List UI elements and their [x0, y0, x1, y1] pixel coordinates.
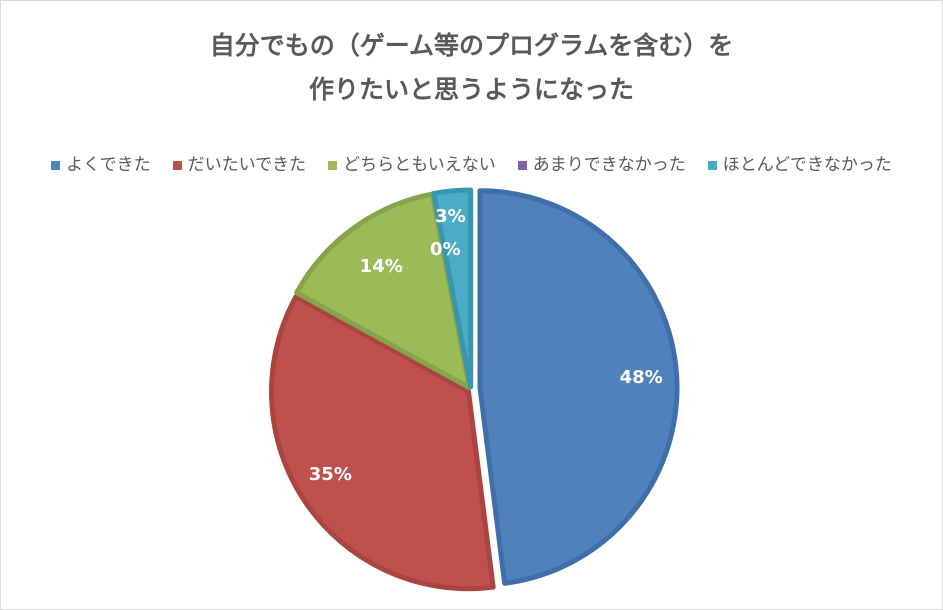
chart-legend: よくできた だいたいできた どちらともいえない あまりできなかった ほとんどでき…	[0, 154, 943, 176]
pie-data-label-4: 3%	[435, 206, 466, 227]
pie-data-label-3: 0%	[430, 239, 461, 260]
legend-item-3: あまりできなかった	[517, 154, 686, 176]
legend-swatch-2	[328, 160, 338, 170]
legend-label-2: どちらともいえない	[343, 155, 496, 175]
legend-label-0: よくできた	[66, 155, 151, 175]
legend-swatch-1	[172, 160, 182, 170]
chart-title-line-1: 自分でもの（ゲーム等のプログラムを含む）を	[209, 31, 734, 60]
legend-label-1: だいたいできた	[187, 155, 307, 175]
pie-slice-2	[294, 191, 472, 391]
legend-swatch-3	[517, 160, 527, 170]
pie-slice-1	[269, 294, 496, 592]
legend-swatch-4	[707, 160, 717, 170]
pie-data-label-0: 48%	[620, 367, 663, 388]
legend-label-4: ほとんどできなかった	[722, 155, 892, 175]
legend-item-0: よくできた	[51, 154, 151, 176]
pie-slice-4	[431, 187, 474, 390]
pie-slices	[269, 187, 680, 592]
legend-item-1: だいたいできた	[172, 154, 307, 176]
pie-data-label-2: 14%	[360, 256, 403, 277]
chart-title-line-2: 作りたいと思うようになった	[308, 75, 634, 104]
pie-data-label-1: 35%	[309, 464, 352, 485]
pie-slice-0	[477, 188, 680, 586]
chart-title: 自分でもの（ゲーム等のプログラムを含む）を 作りたいと思うようになった	[0, 24, 943, 112]
legend-label-3: あまりできなかった	[532, 155, 686, 175]
legend-item-2: どちらともいえない	[328, 154, 496, 176]
legend-swatch-0	[51, 160, 61, 170]
pie-data-labels: 48% 35% 14% 0% 3%	[309, 206, 663, 485]
legend-item-4: ほとんどできなかった	[707, 154, 892, 176]
